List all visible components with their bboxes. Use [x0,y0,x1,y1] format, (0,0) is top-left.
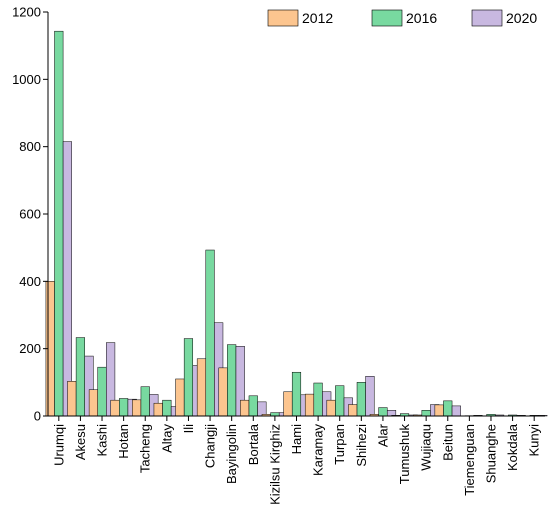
bar-2012-turpan [326,399,336,417]
bar-2016-hotan [119,398,129,417]
x-tick-label: Karamay [311,424,326,477]
x-tick-label: Alar [375,423,390,447]
bar-2020-shihezi [365,376,375,417]
bar-2012-altay [153,402,163,417]
x-tick-label: Kunyi [527,424,542,457]
x-tick-label: Kashi [95,424,110,457]
bar-2016-ili [183,338,194,417]
y-tick-label: 200 [19,341,41,356]
x-tick-label: Akesu [73,424,88,460]
y-tick-label: 0 [34,409,41,424]
legend-swatch [371,9,403,27]
x-tick-label: Altay [159,424,174,453]
bar-2012-changji [196,358,207,417]
bar-2016-bortala [248,395,258,417]
x-tick-label: Turpan [332,424,347,465]
x-tick-label: Ili [181,424,196,434]
x-tick-label: Kokdala [505,423,520,471]
bar-2016-tacheng [140,386,150,417]
bar-2016-beitun [443,400,453,417]
bar-2012-karamay [304,393,315,417]
bar-2020-bortala [257,401,267,417]
legend-item-2012: 2012 [267,9,333,27]
x-tick-label: Tacheng [138,424,153,473]
y-tick-label: 1200 [12,5,41,20]
bar-2012-ili [175,378,185,417]
bar-2012-akesu [67,381,77,417]
bar-2016-karamay [313,382,323,417]
legend-item-2020: 2020 [471,9,537,27]
bar-2012-kashi [88,389,98,417]
x-tick-label: Hami [289,424,304,454]
x-tick-label: Bortala [246,423,261,465]
bar-2012-shihezi [348,404,358,417]
bar-2016-changji [205,249,215,417]
x-tick-label: Bayingolin [224,424,239,484]
x-tick-label: Beitun [440,424,455,461]
y-tick-label: 800 [19,139,41,154]
axes-layer: Urumqi Akesu Kashi Hotan Tacheng Altay Ili Chan… [12,5,545,505]
bar-2016-shihezi [356,382,366,417]
x-tick-label: Shihezi [354,424,369,467]
bars-layer [45,30,548,417]
bar-2016-urumqi [54,30,64,417]
x-tick-label: Changji [203,424,218,468]
bar-2016-hami [291,371,302,417]
legend-swatch [267,9,299,27]
bar-2012-bayingolin [218,367,228,417]
bar-2016-akesu [75,337,85,417]
x-tick-label: Hotan [116,424,131,459]
x-tick-label: Urumqi [51,424,66,466]
legend-label: 2016 [406,10,437,26]
x-tick-label: Shuanghe [483,424,498,483]
y-tick-label: 400 [19,274,41,289]
legend: 2012 2016 2020 [267,9,537,27]
x-tick-label: Tiemenguan [462,424,477,496]
x-tick-label: Tumushuk [397,424,412,485]
bar-2012-tacheng [132,399,142,417]
legend-label: 2012 [302,10,333,26]
y-tick-label: 600 [19,207,41,222]
bar-2020-urumqi [62,141,72,417]
x-tick-label: Wujiaqu [419,424,434,471]
bar-2016-kashi [97,366,107,417]
bar-2012-bortala [240,399,250,417]
bar-2012-hami [283,391,293,417]
legend-label: 2020 [506,10,537,26]
bar-2012-beitun [434,404,444,417]
bar-2020-beitun [451,405,461,417]
legend-item-2016: 2016 [371,9,437,27]
bar-2016-alar [378,407,388,417]
bar-2016-bayingolin [227,344,237,417]
bar-2016-wujiaqu [421,410,431,417]
bar-2016-altay [162,399,172,417]
bar-2016-kizilsu-kirghiz [270,412,280,417]
y-tick-label: 1000 [12,72,41,87]
bar-2016-turpan [335,385,345,417]
legend-swatch [471,9,503,27]
x-tick-label: Kizilsu Kirghiz [267,424,282,505]
bar-2012-hotan [110,399,120,417]
